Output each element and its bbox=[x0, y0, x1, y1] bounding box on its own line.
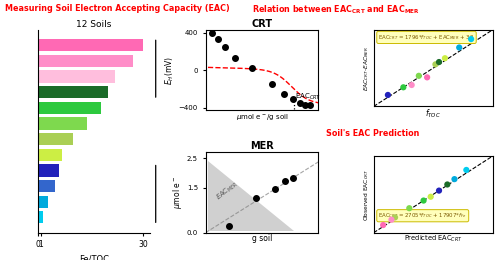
Bar bbox=[38, 39, 144, 51]
X-axis label: Fe/TOC: Fe/TOC bbox=[79, 255, 109, 260]
Bar bbox=[38, 117, 87, 129]
Point bbox=[441, 56, 449, 60]
X-axis label: g soil: g soil bbox=[252, 234, 272, 243]
Point bbox=[224, 224, 232, 228]
X-axis label: $\mu$mol e$^-$/g soil: $\mu$mol e$^-$/g soil bbox=[236, 112, 288, 122]
Bar bbox=[38, 211, 43, 224]
Point bbox=[296, 101, 304, 106]
Y-axis label: $E_H$(mV): $E_H$(mV) bbox=[164, 56, 176, 85]
Text: Measuring Soil Electron Accepting Capacity (EAC): Measuring Soil Electron Accepting Capaci… bbox=[5, 4, 230, 13]
Point bbox=[231, 55, 239, 60]
Point bbox=[388, 218, 396, 222]
Point bbox=[415, 74, 423, 78]
Point bbox=[408, 83, 416, 87]
Point bbox=[423, 75, 431, 79]
X-axis label: Predicted EAC$_{CRT}$: Predicted EAC$_{CRT}$ bbox=[404, 234, 462, 244]
Title: CRT: CRT bbox=[252, 19, 272, 29]
Point bbox=[450, 177, 458, 181]
Point bbox=[281, 179, 289, 184]
Point bbox=[221, 45, 229, 49]
Text: EAC$_{CRT}$ = 2705*$f_{TOC}$ + 17907*$f_{Fe}$: EAC$_{CRT}$ = 2705*$f_{TOC}$ + 17907*$f_… bbox=[378, 211, 467, 220]
X-axis label: $f_{TOC}$: $f_{TOC}$ bbox=[425, 108, 441, 120]
Point bbox=[270, 186, 278, 191]
Bar bbox=[38, 102, 101, 114]
Title: MER: MER bbox=[250, 141, 274, 151]
Bar bbox=[38, 55, 133, 67]
Y-axis label: $\mu$mol e$^-$: $\mu$mol e$^-$ bbox=[171, 176, 184, 209]
Point bbox=[290, 176, 298, 180]
Bar bbox=[38, 86, 108, 98]
Bar bbox=[38, 196, 48, 208]
Point bbox=[426, 195, 434, 199]
Point bbox=[208, 31, 216, 35]
Point bbox=[455, 46, 463, 50]
Point bbox=[252, 196, 260, 200]
Bar bbox=[38, 70, 115, 83]
Point bbox=[288, 97, 296, 101]
Point bbox=[306, 103, 314, 107]
Text: $EAC_{MER}$: $EAC_{MER}$ bbox=[215, 179, 240, 203]
Point bbox=[435, 60, 443, 64]
Point bbox=[444, 183, 452, 187]
Y-axis label: $EAC_{CRT}$-$EAC_{MER}$: $EAC_{CRT}$-$EAC_{MER}$ bbox=[362, 46, 371, 90]
Polygon shape bbox=[208, 161, 294, 231]
Point bbox=[467, 37, 475, 41]
Point bbox=[435, 188, 443, 193]
Bar bbox=[38, 149, 62, 161]
Point bbox=[280, 92, 288, 96]
Point bbox=[400, 85, 407, 89]
Point bbox=[379, 223, 387, 227]
Point bbox=[301, 103, 309, 107]
Text: Relation between EAC$_{\mathregular{CRT}}$ and EAC$_{\mathregular{MER}}$: Relation between EAC$_{\mathregular{CRT}… bbox=[252, 4, 420, 16]
Bar bbox=[38, 164, 58, 177]
Point bbox=[432, 62, 440, 66]
Bar bbox=[38, 133, 73, 145]
Text: Soil's EAC Prediction: Soil's EAC Prediction bbox=[326, 129, 419, 138]
Point bbox=[406, 206, 413, 210]
Point bbox=[248, 66, 256, 70]
Point bbox=[462, 168, 470, 172]
Point bbox=[391, 215, 399, 219]
Title: 12 Soils: 12 Soils bbox=[76, 20, 112, 29]
Text: EAC$_{CRT}$: EAC$_{CRT}$ bbox=[295, 92, 322, 102]
Bar bbox=[38, 180, 55, 192]
Y-axis label: Observed EAC$_{CRT}$: Observed EAC$_{CRT}$ bbox=[362, 168, 371, 221]
Point bbox=[214, 37, 222, 41]
Point bbox=[268, 82, 276, 86]
Point bbox=[384, 93, 392, 97]
Point bbox=[420, 198, 428, 203]
Text: EAC$_{CRT}$ = 1796*$f_{TOC}$ + EAC$_{MER}$ + 32: EAC$_{CRT}$ = 1796*$f_{TOC}$ + EAC$_{MER… bbox=[378, 33, 474, 42]
